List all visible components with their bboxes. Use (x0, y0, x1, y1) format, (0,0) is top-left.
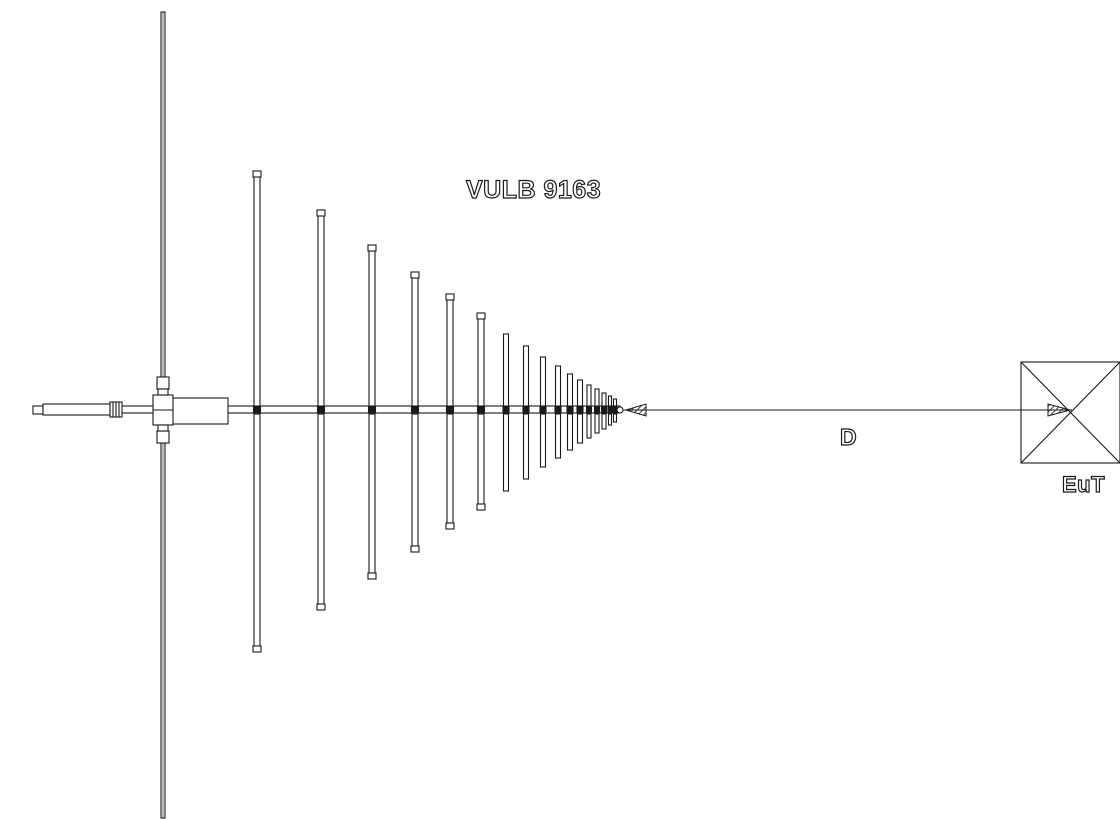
element-cap-bottom (445, 522, 455, 530)
element-cap-top (445, 293, 455, 301)
element-arm-lower (554, 413, 562, 459)
distance-label: D (839, 423, 858, 450)
element-feed (252, 406, 262, 414)
clamp-bolt-top (156, 376, 170, 390)
arrowhead-eut (1047, 403, 1072, 417)
element-feed (576, 406, 584, 414)
element-cap-top (476, 312, 486, 320)
element-arm-upper (601, 392, 607, 407)
element-arm-lower (522, 413, 530, 480)
element-feed (410, 406, 420, 414)
element-feed (600, 406, 608, 414)
element-arm-lower (612, 413, 618, 423)
element-arm-lower (446, 413, 454, 526)
element-arm-upper (566, 373, 574, 407)
element-arm-lower (317, 413, 325, 607)
balun-housing (169, 397, 229, 425)
element-cap-bottom (476, 503, 486, 511)
element-cap-bottom (316, 603, 326, 611)
connector-body (42, 403, 111, 416)
element-feed (612, 406, 618, 414)
element-arm-lower (586, 413, 592, 439)
arrowhead-antenna (624, 403, 647, 417)
connector-tip (32, 405, 44, 415)
element-arm-lower (253, 413, 261, 649)
eut-label: EuT (1061, 471, 1106, 497)
element-arm-upper (502, 333, 510, 407)
element-feed (554, 406, 562, 414)
element-feed (476, 406, 486, 414)
element-arm-upper (411, 275, 419, 407)
measurement-path (616, 403, 1072, 417)
element-feed (593, 406, 601, 414)
antenna-tip (616, 406, 624, 414)
element-feed (539, 406, 547, 414)
element-arm-upper (477, 316, 485, 407)
element-feed (502, 406, 510, 414)
element-feed (367, 406, 377, 414)
element-arm-upper (612, 398, 618, 407)
element-arm-upper (253, 174, 261, 407)
element-feed (445, 406, 455, 414)
element-feed (585, 406, 593, 414)
element-arm-lower (411, 413, 419, 549)
element-arm-lower (368, 413, 376, 576)
clamp-bolt-bottom (156, 430, 170, 444)
element-arm-upper (594, 388, 600, 407)
antenna-model-label: VULB 9163 (465, 175, 602, 204)
element-feed (316, 406, 326, 414)
eut-box (1020, 361, 1120, 464)
element-arm-upper (317, 213, 325, 407)
element-cap-top (316, 209, 326, 217)
element-arm-upper (539, 356, 547, 407)
element-feed (607, 406, 613, 414)
dipole-elements (252, 170, 618, 653)
element-arm-upper (522, 345, 530, 407)
element-cap-bottom (252, 645, 262, 653)
element-arm-lower (566, 413, 574, 451)
element-arm-lower (594, 413, 600, 434)
element-arm-lower (601, 413, 607, 430)
element-cap-top (252, 170, 262, 178)
element-arm-upper (368, 248, 376, 407)
element-arm-upper (607, 395, 613, 407)
element-cap-top (410, 271, 420, 279)
element-arm-lower (607, 413, 613, 426)
element-feed (522, 406, 530, 414)
element-arm-upper (446, 297, 454, 407)
antenna-structure (32, 11, 621, 819)
element-arm-upper (586, 384, 592, 407)
element-cap-bottom (367, 572, 377, 580)
element-cap-top (367, 244, 377, 252)
element-arm-lower (576, 413, 584, 444)
element-arm-lower (539, 413, 547, 468)
element-cap-bottom (410, 545, 420, 553)
element-arm-lower (502, 413, 510, 492)
element-feed (566, 406, 574, 414)
element-arm-upper (554, 365, 562, 407)
element-arm-lower (477, 413, 485, 507)
element-arm-upper (576, 379, 584, 407)
